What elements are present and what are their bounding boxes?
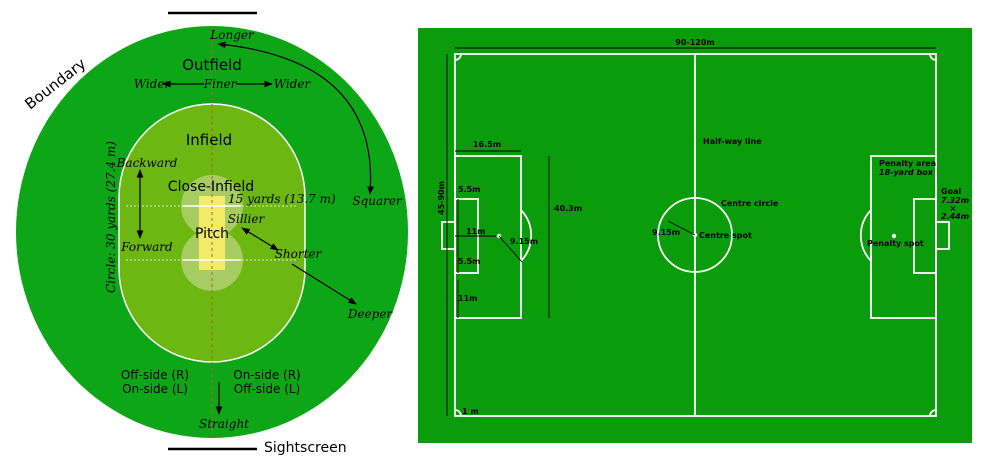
penalty-arc-radius bbox=[498, 235, 523, 263]
sillier-label: Sillier bbox=[228, 212, 266, 226]
goal-label: Goal bbox=[941, 187, 961, 196]
wider-right-label: Wider bbox=[274, 77, 312, 91]
corner-arc-br bbox=[929, 409, 937, 417]
squarer-label: Squarer bbox=[352, 194, 403, 208]
pitch-label: Pitch bbox=[195, 226, 229, 242]
sightscreen-label: Sightscreen bbox=[264, 440, 347, 456]
finer-label: Finer bbox=[203, 77, 238, 91]
left-penalty-arc bbox=[520, 209, 533, 262]
penalty-depth-label: 16.5m bbox=[473, 140, 501, 149]
corner-arc-tl bbox=[454, 53, 462, 61]
centre-radius-label: 9.15m bbox=[652, 228, 680, 237]
straight-label: Straight bbox=[199, 417, 249, 431]
deeper-arrow bbox=[291, 263, 357, 305]
corner-arc-bl bbox=[454, 409, 462, 417]
goal-area-width-label: 5.5m bbox=[458, 185, 481, 194]
goal-width-label: 7.32m bbox=[941, 196, 969, 205]
right-goal bbox=[935, 221, 950, 250]
close-infield-label: Close-Infield bbox=[168, 179, 254, 195]
centre-circle bbox=[657, 197, 733, 273]
length-label: 90-120m bbox=[675, 38, 715, 47]
offside-l-label: Off-side (L) bbox=[234, 382, 301, 396]
wider-left-label: Wider bbox=[134, 77, 172, 91]
circle-label: Circle: 30 yards (27.4 m) bbox=[104, 141, 118, 293]
corner-arc-label: 1 m bbox=[462, 407, 479, 416]
outfield-label: Outfield bbox=[182, 56, 242, 74]
fifteen-yards-label: 15 yards (13.7 m) bbox=[228, 192, 336, 206]
centre-radius bbox=[667, 220, 696, 236]
sillier-shorter-arrow bbox=[241, 227, 279, 251]
centre-circle-label: Centre circle bbox=[721, 199, 779, 208]
yard-box-label: 18-yard box bbox=[879, 168, 934, 177]
left-goal bbox=[441, 221, 456, 250]
longer-squarer-arrow bbox=[217, 41, 374, 195]
cricket-diagram: Boundary Sightscreen Outfield Infield Cl… bbox=[16, 11, 408, 456]
goal-area-width-label-2: 5.5m bbox=[458, 257, 481, 266]
penalty-area-width-label: 40.3m bbox=[554, 204, 582, 213]
backward-label: Backward bbox=[116, 156, 178, 170]
penalty-spot-dist-label: 11m bbox=[466, 227, 485, 236]
penalty-spot-dist-label-2: 11m bbox=[458, 294, 477, 303]
penalty-area-label: Penalty area bbox=[879, 159, 936, 168]
centre-spot-label: Centre spot bbox=[699, 231, 752, 240]
penalty-spot-label: Penalty spot bbox=[867, 239, 924, 248]
penalty-arc-radius-label: 9.15m bbox=[510, 237, 538, 246]
shorter-label: Shorter bbox=[275, 247, 323, 261]
forward-label: Forward bbox=[120, 240, 173, 254]
corner-arc-tr bbox=[929, 53, 937, 61]
infield-label: Infield bbox=[186, 131, 232, 149]
goal-times-label: × bbox=[950, 204, 957, 213]
goal-height-label: 2.44m bbox=[941, 212, 969, 221]
onside-l-label: On-side (L) bbox=[122, 382, 188, 396]
deeper-label: Deeper bbox=[347, 307, 394, 321]
right-penalty-spot bbox=[891, 233, 897, 239]
offside-r-label: Off-side (R) bbox=[121, 368, 189, 382]
right-penalty-arc bbox=[859, 209, 872, 262]
longer-label: Longer bbox=[209, 28, 255, 42]
halfway-line-label: Half-way line bbox=[703, 137, 762, 146]
width-label: 45-90m bbox=[437, 181, 446, 215]
soccer-diagram: 90-120m 45-90m 16.5m 5.5m 11m 9.15m 5.5m… bbox=[418, 28, 972, 443]
onside-r-label: On-side (R) bbox=[233, 368, 300, 382]
